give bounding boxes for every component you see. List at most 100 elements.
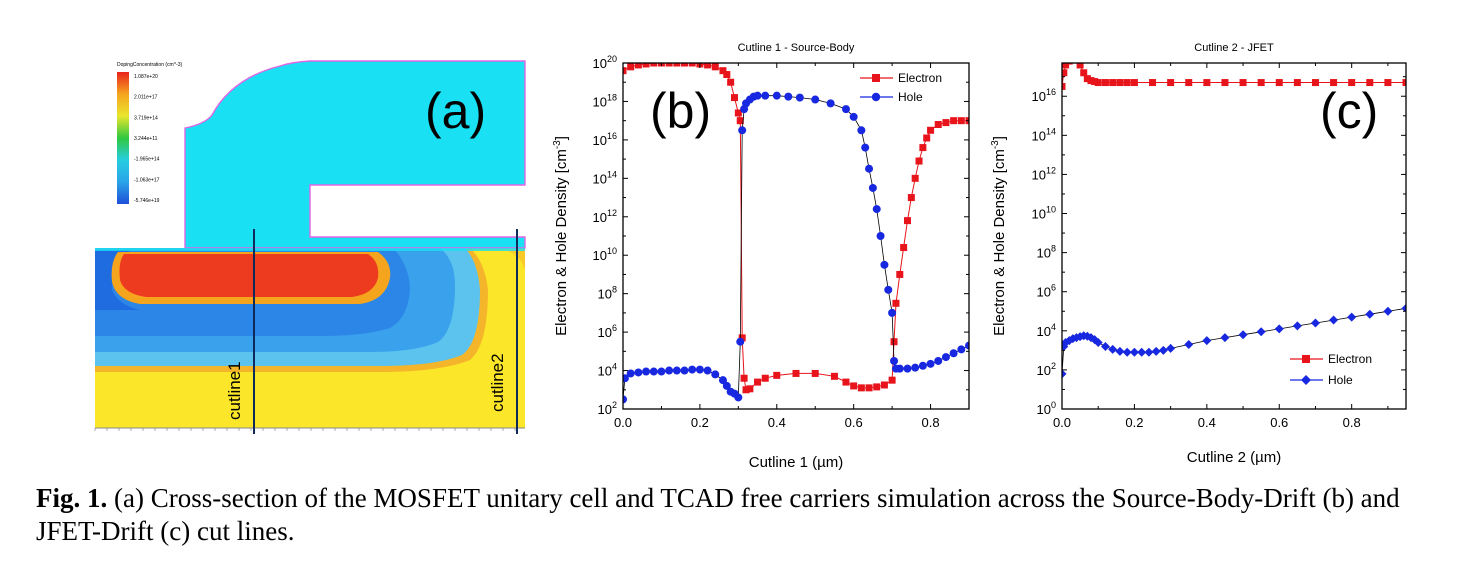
data-point-electron	[1311, 79, 1319, 87]
data-point-electron	[1257, 79, 1265, 87]
data-point-hole	[1274, 324, 1284, 334]
data-point-hole	[1144, 347, 1154, 357]
data-point-hole	[857, 126, 866, 135]
data-point-electron	[865, 384, 873, 392]
chart-b-legend: Electron Hole	[860, 71, 942, 104]
data-point-hole	[1129, 347, 1139, 357]
data-point-hole	[876, 232, 885, 240]
x-tick-label: 0.0	[614, 415, 632, 430]
data-point-electron	[738, 334, 746, 342]
x-tick-label: 0.8	[1343, 415, 1361, 430]
data-point-hole	[868, 183, 877, 192]
legend-c-electron-marker	[1302, 355, 1310, 363]
data-point-electron	[634, 63, 642, 69]
data-point-hole	[1108, 344, 1118, 354]
data-point-hole	[1122, 347, 1132, 357]
data-point-electron	[1076, 63, 1084, 69]
data-point-hole	[826, 99, 835, 108]
x-tick-label: 0.4	[1198, 415, 1216, 430]
series-line-hole	[623, 95, 969, 400]
y-tick-label: 104	[598, 362, 617, 379]
data-point-electron	[761, 374, 769, 382]
data-point-electron	[1239, 79, 1247, 87]
data-point-electron	[927, 126, 935, 134]
data-point-hole	[895, 364, 904, 373]
data-point-electron	[915, 157, 923, 165]
data-point-hole	[734, 393, 743, 402]
data-point-hole	[1220, 333, 1230, 343]
data-point-hole	[665, 366, 674, 375]
colorbar-gradient	[117, 72, 129, 204]
data-point-hole	[634, 368, 643, 377]
data-point-hole	[934, 356, 943, 365]
panel-a-label: (a)	[425, 83, 486, 139]
data-point-electron	[888, 376, 896, 384]
panel-b-label: (b)	[650, 83, 711, 139]
data-point-hole	[1184, 339, 1194, 349]
data-point-electron	[1293, 79, 1301, 87]
data-point-electron	[740, 374, 748, 382]
data-point-hole	[680, 366, 689, 375]
data-point-electron	[1366, 79, 1374, 87]
data-point-hole	[861, 143, 870, 152]
data-point-electron	[1116, 79, 1124, 87]
data-point-hole	[695, 365, 704, 374]
data-point-electron	[1091, 78, 1099, 86]
colorbar-label: 3.719e+14	[134, 115, 158, 121]
data-point-electron	[942, 119, 950, 127]
data-point-electron	[723, 71, 731, 79]
panel-c-label: (c)	[1320, 83, 1378, 139]
data-point-electron	[736, 117, 744, 125]
colorbar: 1.087e+20 2.011e+17 3.719e+14 3.244e+11 -1.9…	[117, 72, 160, 204]
data-point-hole	[880, 260, 889, 269]
y-tick-label: 1012	[1032, 165, 1056, 182]
data-point-hole	[911, 363, 920, 372]
colorbar-label: 3.244e+11	[134, 136, 158, 142]
data-point-hole	[1115, 346, 1125, 356]
chart-b-ylabel: Electron & Hole Density [cm-3]	[552, 136, 570, 336]
legend-b-electron-marker	[872, 74, 880, 82]
data-point-hole	[890, 356, 899, 365]
data-point-electron	[911, 174, 919, 182]
x-tick-label: 0.2	[691, 415, 709, 430]
y-tick-label: 1016	[593, 131, 617, 148]
data-point-hole	[736, 337, 745, 346]
data-point-hole	[841, 105, 850, 114]
data-point-hole	[1202, 336, 1212, 346]
data-point-electron	[1083, 75, 1091, 83]
data-point-hole	[1062, 369, 1067, 379]
data-point-electron	[842, 378, 850, 386]
data-point-hole	[1137, 347, 1147, 357]
n-plus-source	[119, 254, 379, 297]
data-point-electron	[627, 63, 635, 71]
legend-c-hole-marker	[1301, 375, 1311, 385]
chart-c-legend: Electron Hole	[1290, 352, 1372, 387]
data-point-electron	[1109, 79, 1117, 87]
data-point-hole	[1329, 315, 1339, 325]
data-point-hole	[795, 93, 804, 102]
data-point-electron	[1087, 77, 1095, 85]
data-point-electron	[811, 369, 819, 377]
data-point-electron	[907, 194, 915, 202]
data-point-hole	[1093, 338, 1103, 348]
data-point-electron	[734, 109, 742, 117]
data-point-electron	[650, 63, 658, 67]
series-line-electron	[623, 63, 969, 391]
data-point-hole	[672, 366, 681, 375]
data-point-hole	[1401, 303, 1406, 313]
data-point-electron	[890, 338, 898, 346]
data-point-electron	[727, 78, 735, 86]
caption-text: (a) Cross-section of the MOSFET unitary …	[36, 483, 1400, 546]
data-point-hole	[865, 164, 874, 173]
caption-label: Fig. 1.	[36, 483, 108, 513]
data-point-hole	[626, 369, 635, 378]
data-point-hole	[703, 366, 712, 375]
data-point-electron	[1069, 56, 1076, 63]
data-point-hole	[657, 367, 666, 376]
data-point-hole	[623, 374, 629, 383]
y-tick-label: 1016	[1032, 87, 1056, 104]
colorbar-label: 1.087e+20	[134, 74, 158, 80]
panel-b-chart: Cutline 1 - Source-Body 0.0 0.2 0.4 0.6 0.8 1…	[552, 42, 970, 471]
y-tick-label: 100	[1037, 400, 1056, 417]
data-point-hole	[738, 126, 747, 135]
